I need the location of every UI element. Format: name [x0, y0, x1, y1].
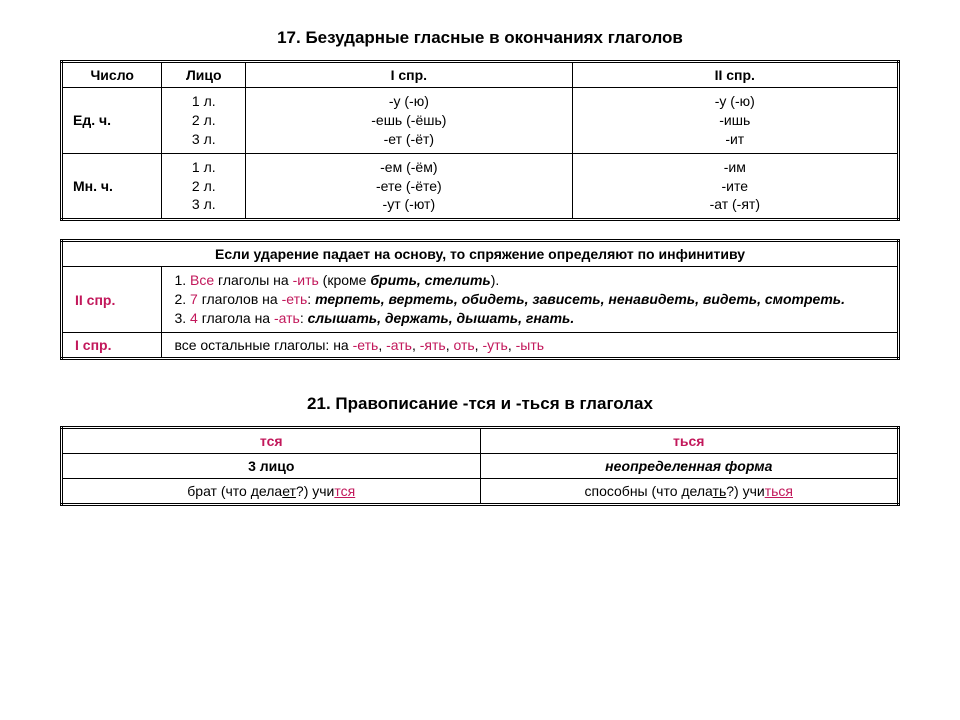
infinitive-rule-table: Если ударение падает на основу, то спряж… — [60, 239, 900, 360]
tsa-head-1: тся — [260, 433, 283, 449]
th-face: Лицо — [162, 62, 246, 88]
th-spr2: II спр. — [572, 62, 898, 88]
conjugation-table: Число Лицо I спр. II спр. Ед. ч. 1 л. 2 … — [60, 60, 900, 221]
section-title-1: 17. Безударные гласные в окончаниях глаг… — [60, 28, 900, 48]
table-row: I спр. все остальные глаголы: на -еть, -… — [62, 333, 899, 359]
group-label: Ед. ч. — [62, 88, 162, 154]
spr2-label: II спр. — [62, 267, 162, 333]
tsa-table: тся ться 3 лицо неопределенная форма бра… — [60, 426, 900, 506]
table-row: 3 лицо неопределенная форма — [62, 454, 899, 479]
table-row: II спр. 1. Все глаголы на -ить (кроме бр… — [62, 267, 899, 333]
spr1-label: I спр. — [62, 333, 162, 359]
tsa-r1c1: 3 лицо — [62, 454, 481, 479]
table-row: Ед. ч. 1 л. 2 л. 3 л. -у (-ю) -ешь (-ёшь… — [62, 88, 899, 154]
spr1-rules: все остальные глаголы: на -еть, -ать, -я… — [162, 333, 899, 359]
table-row: Мн. ч. 1 л. 2 л. 3 л. -ем (-ём) -ете (-ё… — [62, 153, 899, 220]
tsa-example-2: способны (что делать?) учиться — [480, 479, 899, 505]
table-row: брат (что делает?) учится способны (что … — [62, 479, 899, 505]
th-number: Число — [62, 62, 162, 88]
section-title-2: 21. Правописание -тся и -ться в глаголах — [60, 394, 900, 414]
tsa-example-1: брат (что делает?) учится — [62, 479, 481, 505]
th-spr1: I спр. — [246, 62, 572, 88]
group-label: Мн. ч. — [62, 153, 162, 220]
cond-header: Если ударение падает на основу, то спряж… — [62, 241, 899, 267]
tsa-head-2: ться — [673, 433, 704, 449]
tsa-r1c2: неопределенная форма — [480, 454, 899, 479]
spr2-rules: 1. Все глаголы на -ить (кроме брить, сте… — [162, 267, 899, 333]
